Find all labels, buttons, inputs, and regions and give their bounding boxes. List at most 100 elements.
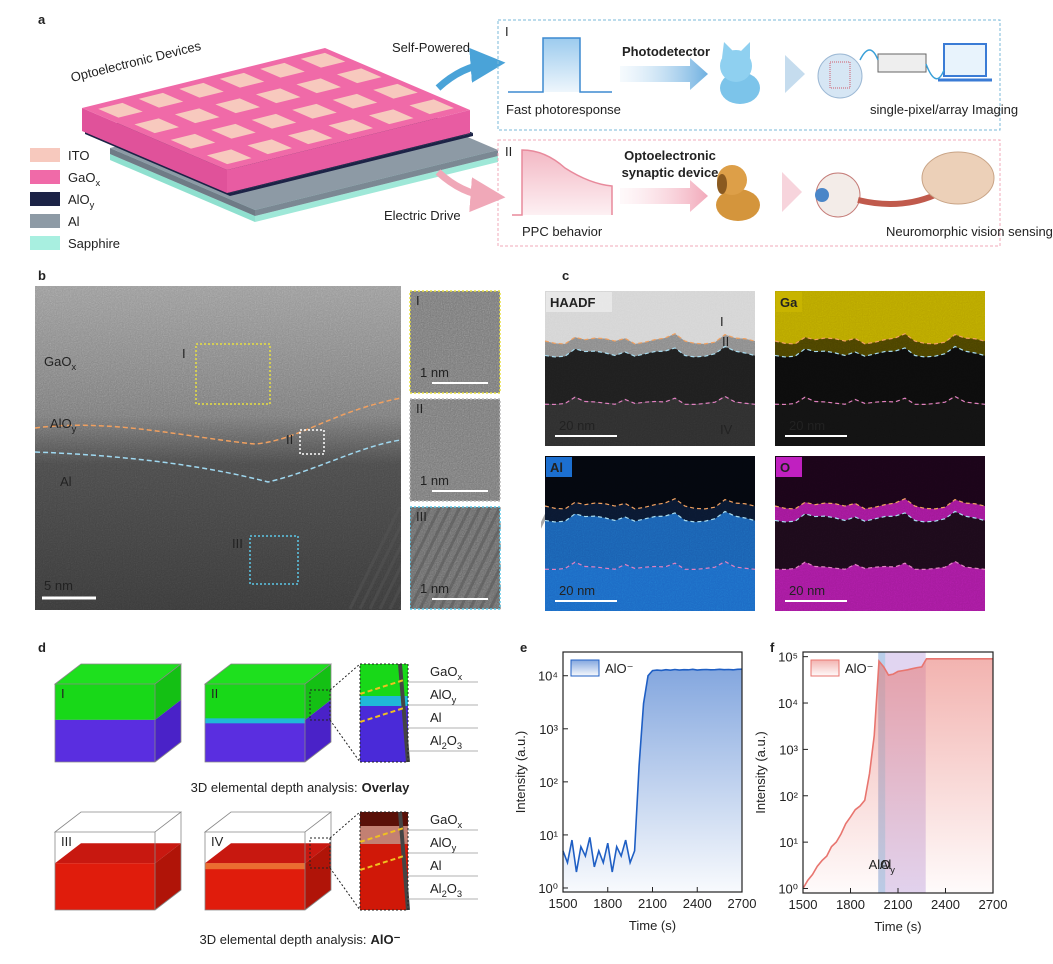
cube-side	[155, 699, 181, 762]
cube-frame	[53, 811, 183, 911]
panel-letter: e	[520, 640, 527, 655]
x-tick-label: 1500	[789, 897, 818, 912]
mode-label: Electric Drive	[384, 208, 461, 223]
lattice-fringe	[428, 506, 482, 610]
cube-side	[305, 664, 331, 720]
cube-side	[155, 843, 181, 910]
zoom-line	[329, 811, 361, 911]
map-title: Al	[550, 460, 563, 475]
scale-bar-label: 20 nm	[559, 418, 595, 433]
scale-bar-label: 1 nm	[420, 473, 449, 488]
ito-pad	[215, 98, 261, 114]
layer-label: GaOx	[430, 812, 462, 830]
map-title-bg	[546, 457, 572, 477]
interface-line	[544, 333, 756, 345]
legend-swatch	[30, 170, 60, 184]
layer-label: Al	[430, 858, 442, 873]
layer-numeral: III	[720, 372, 731, 387]
legend-label: ITO	[68, 148, 89, 163]
layer-label: Al	[60, 474, 72, 489]
layer-label-sub: 2	[442, 741, 447, 751]
legend-label: AlO⁻	[605, 661, 634, 676]
layer-numeral: IV	[720, 422, 733, 437]
ito-pad	[287, 129, 333, 145]
lattice-fringe	[348, 506, 402, 610]
layer-label: GaOx	[430, 664, 462, 682]
cube-top	[205, 664, 331, 684]
interface-line	[544, 395, 756, 406]
inset-numeral: III	[416, 509, 427, 524]
ito-pad	[219, 72, 265, 88]
ito-pad	[138, 92, 184, 108]
ito-pad	[260, 62, 305, 78]
region-label-part: Al	[880, 857, 892, 872]
layer-label-part: O	[447, 733, 457, 748]
caption: single-pixel/array Imaging	[870, 102, 1018, 117]
cube-label: I	[61, 686, 65, 701]
cube-frame	[203, 663, 333, 763]
x-tick-label: 1800	[593, 896, 622, 911]
cube-front	[205, 684, 305, 720]
decay-line	[512, 149, 613, 216]
caption: Neuromorphic vision sensing	[886, 224, 1053, 239]
area	[563, 669, 742, 892]
region-label-sub: y	[890, 865, 895, 875]
legend-swatch	[30, 236, 60, 250]
ito-pad	[206, 149, 252, 165]
layer-label: Al	[430, 710, 442, 725]
layer-label-part: GaO	[430, 812, 457, 827]
cube-side	[305, 843, 331, 910]
area	[803, 658, 993, 893]
ito-pad	[179, 82, 224, 98]
panel-letter: d	[38, 640, 46, 655]
dog-icon	[716, 189, 760, 221]
flow-arrow	[620, 58, 708, 90]
decay	[512, 150, 612, 215]
cable	[859, 49, 945, 80]
zoom-image	[360, 844, 408, 910]
cube-front	[205, 863, 305, 910]
lattice-fringe	[408, 506, 462, 610]
layer-label-part: O	[447, 881, 457, 896]
roi-box	[249, 535, 299, 585]
map-title: O	[780, 460, 790, 475]
ito-pad	[255, 88, 301, 104]
target-icon	[817, 53, 863, 99]
brain-icon	[921, 151, 995, 205]
zoom-border	[359, 811, 409, 911]
interface-line	[774, 498, 986, 510]
line	[802, 657, 993, 889]
layer-label-part: AlO	[50, 416, 72, 431]
region-label: Al	[880, 857, 892, 872]
legend-swatch	[30, 192, 60, 206]
legend-label-sub: y	[90, 200, 95, 210]
cube-layer	[205, 863, 305, 870]
legend-label-part: ITO	[68, 148, 89, 163]
legend-label: AlO⁻	[845, 661, 874, 676]
scale-bar-label: 1 nm	[420, 365, 449, 380]
region-label: III	[232, 536, 243, 551]
tem-texture	[35, 286, 401, 610]
ito-pad	[409, 99, 455, 115]
cube-top	[55, 664, 181, 684]
legend-label: Sapphire	[68, 236, 120, 251]
laptop-icon	[943, 43, 987, 77]
layer-label-part: AlO	[430, 687, 452, 702]
flow-arrow	[782, 172, 802, 212]
lattice-fringe	[448, 506, 502, 610]
layer-label-sub: x	[457, 672, 462, 682]
ito-pad	[336, 68, 382, 84]
cube-label: II	[211, 686, 218, 701]
layer-numeral: I	[720, 314, 724, 329]
map-title: HAADF	[550, 295, 596, 310]
box	[497, 139, 1001, 247]
region-label: II	[286, 432, 293, 447]
zoom-border	[359, 663, 409, 763]
x-tick-label: 2400	[931, 897, 960, 912]
mode-label: Self-Powered	[392, 40, 470, 55]
dog-icon	[717, 174, 727, 194]
layer-label: AlOy	[430, 835, 457, 853]
interface-line	[774, 395, 986, 406]
cube-front	[205, 719, 305, 762]
